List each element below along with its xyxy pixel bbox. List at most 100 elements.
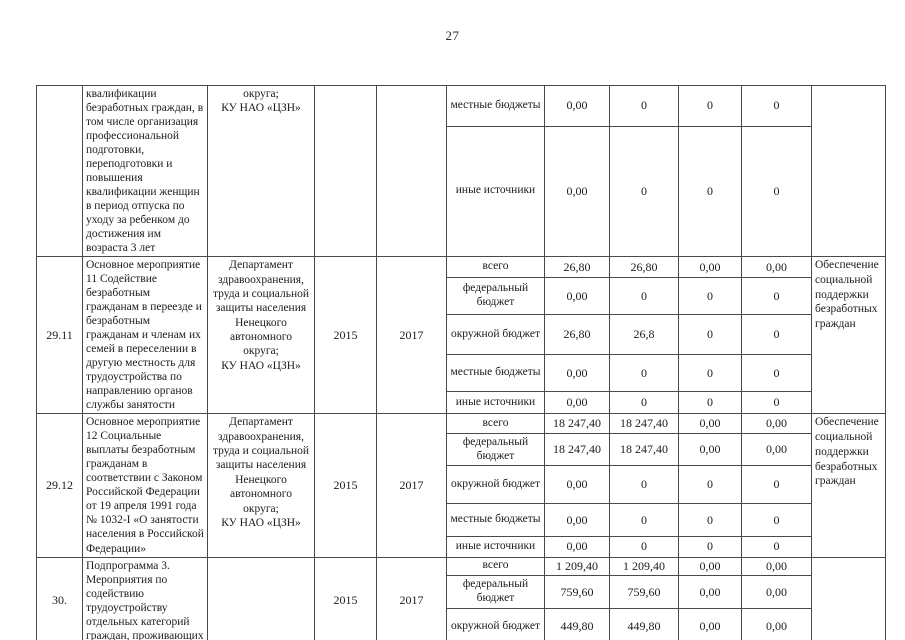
table-row: иные источники 0,00 0 0 0: [37, 125, 886, 258]
expected-result: [811, 556, 886, 640]
budget-source: местные бюджеты: [446, 502, 545, 538]
table-row: иные источники 0,00 0 0 0: [37, 536, 886, 558]
table-row: федеральный бюджет 0,00 0 0 0: [37, 277, 886, 316]
year-end: 2017: [376, 256, 447, 415]
budget-value: 0: [741, 465, 812, 504]
budget-value: 0: [609, 85, 679, 127]
budget-value: 0: [678, 277, 742, 316]
budget-value: 449,80: [544, 608, 610, 640]
year-start: 2015: [314, 556, 377, 640]
row-number: [36, 84, 83, 258]
budget-value: 0,00: [678, 432, 742, 467]
budget-value: 0: [678, 85, 742, 127]
budget-value: 0: [678, 354, 742, 392]
budget-value: 759,60: [609, 574, 679, 610]
budget-value: 0,00: [741, 608, 812, 640]
budget-value: 0,00: [741, 574, 812, 610]
budget-value: 0,00: [741, 413, 812, 434]
budget-value: 0: [609, 354, 679, 392]
budget-value: 0: [741, 354, 812, 392]
table-row: окружной бюджет 449,80 449,80 0,00 0,00: [37, 608, 886, 640]
table-row: окружной бюджет 26,80 26,8 0 0: [37, 314, 886, 356]
budget-source: местные бюджеты: [446, 354, 545, 392]
budget-value: 26,80: [544, 256, 610, 279]
expected-result: [811, 84, 886, 258]
activity-name: Основное мероприятие 11 Содействие безра…: [82, 256, 208, 415]
year-end: 2017: [376, 556, 447, 640]
budget-value: 0: [678, 502, 742, 538]
budget-value: 0: [741, 390, 812, 415]
department-name: округа; КУ НАО «ЦЗН»: [207, 84, 315, 258]
budget-value: 0: [741, 536, 812, 558]
budget-value: 0,00: [741, 556, 812, 576]
budget-value: 0: [609, 390, 679, 415]
budget-value: 0,00: [544, 85, 610, 127]
department-name: Департамент здравоохранения, труда и соц…: [207, 256, 315, 415]
budget-value: 0,00: [544, 354, 610, 392]
year-end: 2017: [376, 413, 447, 558]
budget-value: 0,00: [678, 608, 742, 640]
row-number: 29.11: [36, 256, 83, 415]
budget-value: 0,00: [741, 432, 812, 467]
budget-value: 26,80: [609, 256, 679, 279]
table-row: 29.11 Основное мероприятие 11 Содействие …: [36, 256, 886, 415]
budget-value: 0,00: [544, 465, 610, 504]
budget-value: 0,00: [544, 536, 610, 558]
budget-value: 0,00: [544, 125, 610, 258]
budget-value: 0: [678, 465, 742, 504]
budget-value: 0: [678, 536, 742, 558]
table-row: 29.12 Основное мероприятие 12 Социальные …: [36, 413, 886, 558]
budget-value: 0: [609, 536, 679, 558]
activity-name: Подпрограмма 3. Мероприятия по содействи…: [82, 556, 208, 640]
budget-value: 0: [678, 314, 742, 356]
budget-source: всего: [446, 256, 545, 279]
budget-source: всего: [446, 413, 545, 434]
budget-value: 0,00: [678, 413, 742, 434]
page-number: 27: [445, 28, 460, 43]
budget-value: 0,00: [741, 256, 812, 279]
budget-source: иные источники: [446, 390, 545, 415]
budget-value: 0,00: [544, 390, 610, 415]
budget-value: 1 209,40: [609, 556, 679, 576]
budget-value: 0: [741, 277, 812, 316]
budget-value: 26,8: [609, 314, 679, 356]
budget-source: местные бюджеты: [446, 85, 545, 127]
year-end: [376, 84, 447, 258]
budget-value: 0: [678, 390, 742, 415]
budget-value: 26,80: [544, 314, 610, 356]
budget-source: иные источники: [446, 536, 545, 558]
year-start: 2015: [314, 256, 377, 415]
year-start: [314, 84, 377, 258]
row-number: 30.: [36, 556, 83, 640]
program-table: квалификации безработных граждан, в том …: [36, 84, 886, 640]
budget-value: 18 247,40: [544, 432, 610, 467]
budget-source: всего: [446, 556, 545, 576]
budget-value: 0: [741, 502, 812, 538]
budget-value: 18 247,40: [609, 413, 679, 434]
budget-source: федеральный бюджет: [446, 574, 545, 610]
table-row: квалификации безработных граждан, в том …: [36, 84, 886, 258]
budget-value: 0,00: [678, 256, 742, 279]
budget-source: окружной бюджет: [446, 465, 545, 504]
activity-name: квалификации безработных граждан, в том …: [82, 84, 208, 258]
budget-value: 0,00: [544, 277, 610, 316]
budget-value: 0,00: [544, 502, 610, 538]
budget-value: 0: [741, 125, 812, 258]
table-row: 30. Подпрограмма 3. Мероприятия по содейс…: [36, 556, 886, 640]
expected-result: Обеспечение социальной поддержки безрабо…: [811, 256, 886, 415]
expected-result: Обеспечение социальной поддержки безрабо…: [811, 413, 886, 558]
department-name: Департамент здравоохранения, труда и соц…: [207, 413, 315, 558]
budget-value: 0: [741, 314, 812, 356]
budget-source: окружной бюджет: [446, 314, 545, 356]
budget-source: иные источники: [446, 125, 545, 258]
department-name: [207, 556, 315, 640]
budget-source: федеральный бюджет: [446, 277, 545, 316]
activity-name: Основное мероприятие 12 Социальные выпла…: [82, 413, 208, 558]
budget-value: 1 209,40: [544, 556, 610, 576]
budget-value: 0: [609, 125, 679, 258]
budget-value: 0: [609, 277, 679, 316]
budget-value: 0: [609, 502, 679, 538]
budget-source: федеральный бюджет: [446, 432, 545, 467]
budget-value: 18 247,40: [544, 413, 610, 434]
